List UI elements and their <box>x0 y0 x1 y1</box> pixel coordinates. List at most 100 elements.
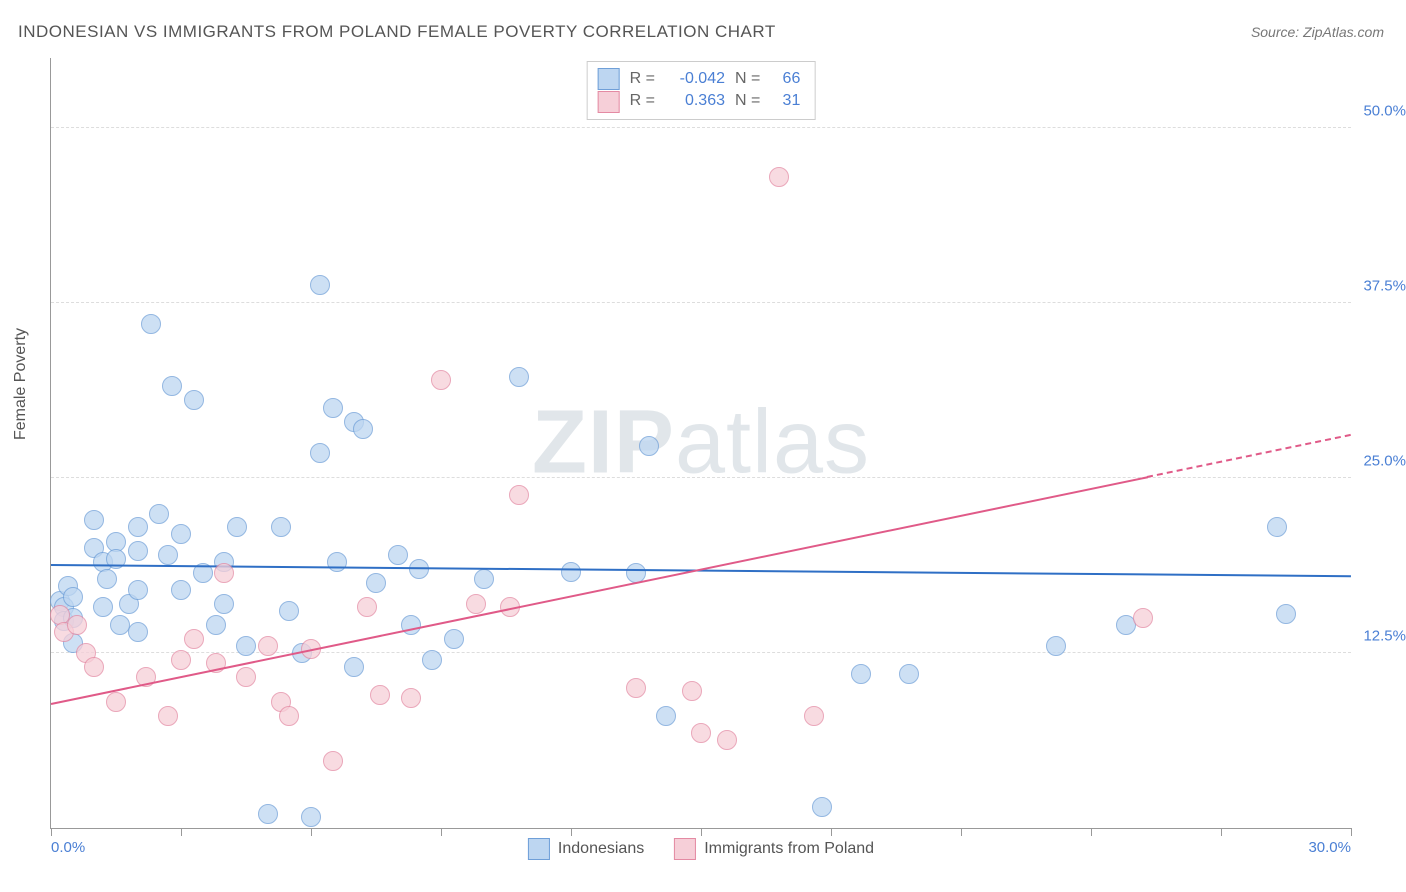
data-point <box>804 706 824 726</box>
data-point <box>149 504 169 524</box>
data-point <box>84 657 104 677</box>
watermark: ZIPatlas <box>532 392 870 495</box>
data-point <box>561 562 581 582</box>
x-tick <box>441 828 442 836</box>
chart-title: INDONESIAN VS IMMIGRANTS FROM POLAND FEM… <box>18 22 776 42</box>
data-point <box>509 367 529 387</box>
correlation-legend: R =-0.042N =66R =0.363N =31 <box>587 61 816 120</box>
legend-item: Indonesians <box>528 838 644 860</box>
data-point <box>401 688 421 708</box>
data-point <box>466 594 486 614</box>
data-point <box>682 681 702 701</box>
legend-swatch <box>528 838 550 860</box>
data-point <box>656 706 676 726</box>
data-point <box>279 706 299 726</box>
legend-label: Indonesians <box>558 840 644 858</box>
data-point <box>158 706 178 726</box>
legend-row: R =-0.042N =66 <box>598 68 801 90</box>
data-point <box>327 552 347 572</box>
data-point <box>97 569 117 589</box>
data-point <box>171 650 191 670</box>
data-point <box>310 443 330 463</box>
data-point <box>158 545 178 565</box>
x-tick-label: 0.0% <box>51 839 85 856</box>
data-point <box>93 597 113 617</box>
data-point <box>691 723 711 743</box>
n-value: 66 <box>770 68 800 90</box>
y-tick-label: 25.0% <box>1363 453 1406 470</box>
data-point <box>301 807 321 827</box>
data-point <box>323 751 343 771</box>
data-point <box>171 524 191 544</box>
data-point <box>214 563 234 583</box>
data-point <box>851 664 871 684</box>
x-tick-label: 30.0% <box>1308 839 1351 856</box>
data-point <box>227 517 247 537</box>
data-point <box>1267 517 1287 537</box>
data-point <box>717 730 737 750</box>
data-point <box>1133 608 1153 628</box>
trend-line <box>51 564 1351 577</box>
data-point <box>769 167 789 187</box>
y-axis-label: Female Poverty <box>12 328 30 440</box>
n-value: 31 <box>770 90 800 112</box>
data-point <box>444 629 464 649</box>
data-point <box>128 517 148 537</box>
legend-row: R =0.363N =31 <box>598 90 801 112</box>
x-tick <box>1091 828 1092 836</box>
trend-line <box>51 476 1148 705</box>
r-label: R = <box>630 68 655 90</box>
data-point <box>323 398 343 418</box>
data-point <box>84 510 104 530</box>
legend-swatch <box>674 838 696 860</box>
data-point <box>271 517 291 537</box>
data-point <box>639 436 659 456</box>
data-point <box>106 692 126 712</box>
data-point <box>141 314 161 334</box>
data-point <box>1046 636 1066 656</box>
x-tick <box>571 828 572 836</box>
x-tick <box>701 828 702 836</box>
legend-item: Immigrants from Poland <box>674 838 874 860</box>
data-point <box>422 650 442 670</box>
data-point <box>279 601 299 621</box>
data-point <box>162 376 182 396</box>
source-label: Source: ZipAtlas.com <box>1251 24 1384 40</box>
r-value: 0.363 <box>665 90 725 112</box>
data-point <box>370 685 390 705</box>
data-point <box>67 615 87 635</box>
legend-swatch <box>598 68 620 90</box>
data-point <box>431 370 451 390</box>
x-tick <box>311 828 312 836</box>
data-point <box>1276 604 1296 624</box>
y-tick-label: 12.5% <box>1363 628 1406 645</box>
data-point <box>258 636 278 656</box>
data-point <box>184 390 204 410</box>
data-point <box>128 622 148 642</box>
data-point <box>214 594 234 614</box>
x-tick <box>961 828 962 836</box>
legend-swatch <box>598 91 620 113</box>
data-point <box>236 667 256 687</box>
data-point <box>388 545 408 565</box>
n-label: N = <box>735 68 760 90</box>
data-point <box>171 580 191 600</box>
gridline <box>51 477 1351 478</box>
x-tick <box>1351 828 1352 836</box>
data-point <box>63 587 83 607</box>
n-label: N = <box>735 90 760 112</box>
data-point <box>474 569 494 589</box>
data-point <box>899 664 919 684</box>
data-point <box>509 485 529 505</box>
x-tick <box>181 828 182 836</box>
data-point <box>128 541 148 561</box>
gridline <box>51 302 1351 303</box>
data-point <box>812 797 832 817</box>
data-point <box>626 678 646 698</box>
data-point <box>128 580 148 600</box>
data-point <box>236 636 256 656</box>
data-point <box>310 275 330 295</box>
x-tick <box>51 828 52 836</box>
gridline <box>51 127 1351 128</box>
data-point <box>206 615 226 635</box>
